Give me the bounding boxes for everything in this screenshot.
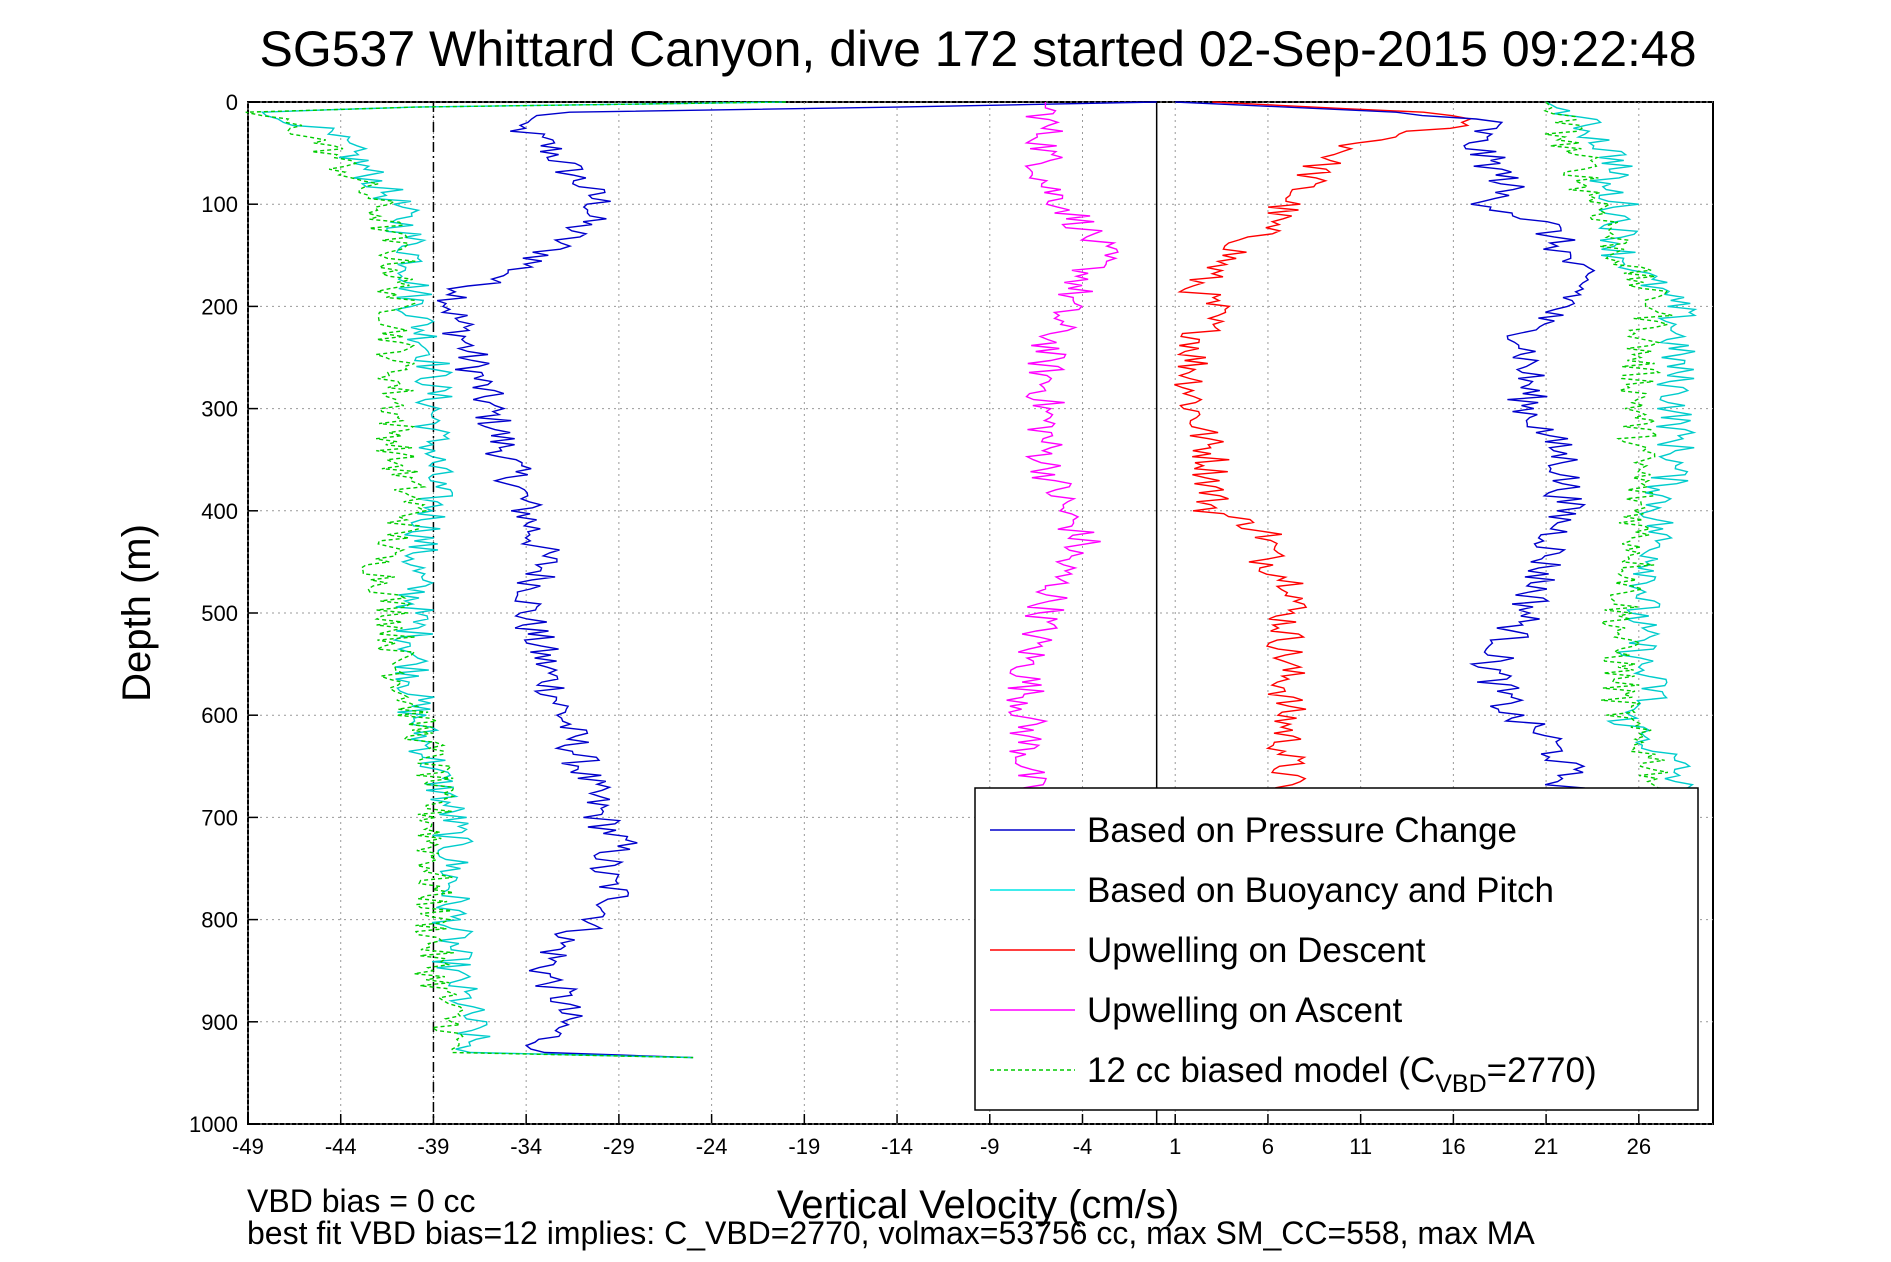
legend: Based on Pressure Change Based on Buoyanc…	[974, 787, 1699, 1111]
y-tick-label: 800	[201, 908, 238, 933]
y-tick-label: 200	[201, 294, 238, 319]
series-line-2	[1174, 101, 1473, 798]
x-tick-label: -14	[881, 1134, 913, 1159]
x-tick-label: -24	[696, 1134, 728, 1159]
series-line-6	[1545, 101, 1698, 798]
legend-label: Upwelling on Ascent	[1087, 991, 1402, 1030]
x-tick-label: 21	[1534, 1134, 1558, 1159]
series-line-0	[436, 101, 1157, 1059]
legend-label: Based on Pressure Change	[1087, 811, 1517, 850]
y-axis-label: Depth (m)	[115, 524, 159, 702]
footnote-vbd-bias: VBD bias = 0 cc	[247, 1183, 476, 1219]
chart-title: SG537 Whittard Canyon, dive 172 started …	[259, 21, 1696, 77]
x-tick-label: -19	[788, 1134, 820, 1159]
y-tick-label: 600	[201, 703, 238, 728]
x-tick-label: -4	[1073, 1134, 1093, 1159]
y-tick-label: 1000	[189, 1112, 238, 1137]
legend-entries: Based on Pressure Change Based on Buoyanc…	[990, 811, 1597, 1098]
x-tick-label: -34	[510, 1134, 542, 1159]
y-tick-label: 300	[201, 397, 238, 422]
y-tick-label: 400	[201, 499, 238, 524]
x-tick-labels: -49 -44 -39 -34 -29 -24 -19 -14 -9 -4 1 6 11 16 21 26	[232, 1134, 1651, 1159]
y-tick-labels: 0 100 200 300 400 500 600 700 800 900 1000	[189, 90, 238, 1137]
series-layer	[245, 101, 1698, 1059]
legend-label: 12 cc biased model (CVBD=2770)	[1087, 1051, 1597, 1098]
y-tick-label: 0	[226, 90, 238, 115]
series-line-7	[1543, 101, 1678, 798]
y-tick-label: 100	[201, 192, 238, 217]
x-tick-label: -49	[232, 1134, 264, 1159]
x-tick-label: -29	[603, 1134, 635, 1159]
series-line-5	[1175, 101, 1596, 798]
legend-box	[974, 787, 1699, 1111]
x-tick-label: -39	[418, 1134, 450, 1159]
legend-label: Based on Buoyancy and Pitch	[1087, 871, 1554, 910]
legend-label: Upwelling on Descent	[1087, 931, 1426, 970]
y-tick-label: 500	[201, 601, 238, 626]
x-axis-label: Vertical Velocity (cm/s)	[777, 1183, 1179, 1227]
y-tick-label: 900	[201, 1010, 238, 1035]
x-tick-label: 16	[1441, 1134, 1465, 1159]
x-tick-label: 6	[1262, 1134, 1274, 1159]
series-line-3	[1006, 102, 1119, 798]
x-tick-label: 11	[1349, 1134, 1372, 1159]
series-line-4	[245, 101, 786, 1059]
y-tick-label: 700	[201, 805, 238, 830]
footnote-best-fit: best fit VBD bias=12 implies: C_VBD=2770…	[247, 1215, 1535, 1251]
series-line-1	[260, 101, 786, 1059]
x-tick-label: 1	[1169, 1134, 1181, 1159]
x-tick-label: -9	[980, 1134, 1000, 1159]
x-tick-label: -44	[325, 1134, 357, 1159]
x-tick-label: 26	[1627, 1134, 1651, 1159]
